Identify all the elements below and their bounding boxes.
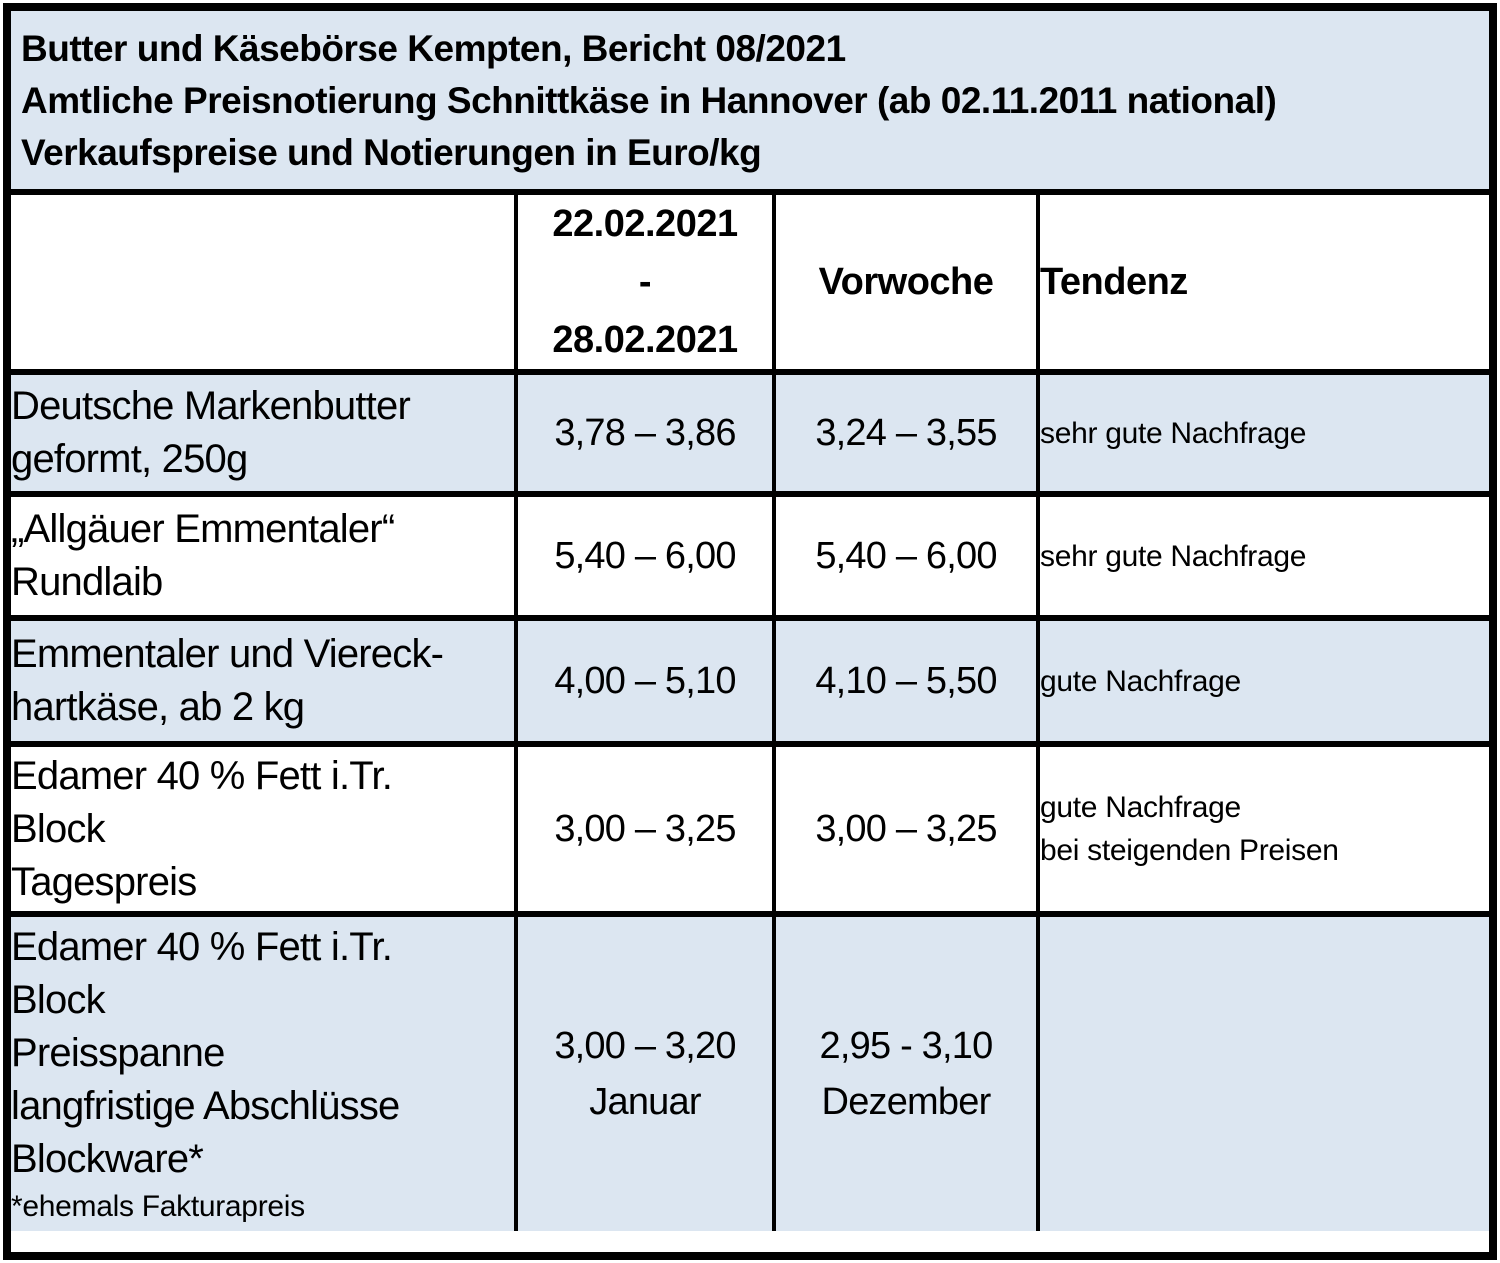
trend-cell: sehr gute Nachfrage xyxy=(1036,491,1489,621)
product-name-line: „Allgäuer Emmentaler“ xyxy=(11,507,395,551)
product-name-line: Edamer 40 % Fett i.Tr. xyxy=(11,753,393,798)
price-current-value: 5,40 – 6,00 xyxy=(554,535,736,577)
product-name-line: Edamer 40 % Fett i.Tr. xyxy=(11,924,393,969)
trend-text: sehr gute Nachfrage xyxy=(1040,416,1307,450)
column-header-tendenz: Tendenz xyxy=(1036,195,1489,375)
period-separator: - xyxy=(638,261,652,303)
product-cell: Edamer 40 % Fett i.Tr. Block Tagespreis xyxy=(11,741,518,917)
trend-text: gute Nachfrage xyxy=(1040,791,1241,824)
product-name-line: Tagespreis xyxy=(11,859,197,904)
report-title-line1: Butter und Käsebörse Kempten, Bericht 08… xyxy=(21,28,846,69)
price-prevweek-value: 3,24 – 3,55 xyxy=(815,412,997,454)
report-frame: Butter und Käsebörse Kempten, Bericht 08… xyxy=(3,3,1497,1260)
product-name-line: Block xyxy=(11,806,106,851)
price-current-cell: 3,78 – 3,86 xyxy=(514,369,776,497)
price-current-value: 3,00 – 3,25 xyxy=(554,808,736,850)
table-row-allgaeuer-emmentaler: „Allgäuer Emmentaler“ Rundlaib 5,40 – 6,… xyxy=(11,491,1489,621)
trend-text: bei steigenden Preisen xyxy=(1040,834,1339,867)
trend-text: gute Nachfrage xyxy=(1040,664,1241,698)
trend-cell: gute Nachfrage xyxy=(1036,615,1489,747)
product-name-line: Blockware* xyxy=(11,1136,204,1181)
product-name-line: geformt, 250g xyxy=(11,437,248,481)
price-current-cell: 3,00 – 3,25 xyxy=(514,741,776,917)
product-cell: Deutsche Markenbutter geformt, 250g xyxy=(11,369,518,497)
price-table: 22.02.2021 - 28.02.2021 Vorwoche Tendenz… xyxy=(11,195,1489,1231)
period-end-date: 28.02.2021 xyxy=(552,319,738,361)
price-prevweek-value: 2,95 - 3,10 xyxy=(819,1025,994,1067)
price-current-cell: 5,40 – 6,00 xyxy=(514,491,776,621)
price-current-cell: 3,00 – 3,20 Januar xyxy=(514,911,776,1231)
price-prevweek-cell: 5,40 – 6,00 xyxy=(772,491,1040,621)
report-header: Butter und Käsebörse Kempten, Bericht 08… xyxy=(11,11,1489,195)
price-prevweek-month-label: Dezember xyxy=(821,1081,992,1123)
price-current-value: 4,00 – 5,10 xyxy=(554,660,736,702)
report-title-line2: Amtliche Preisnotierung Schnittkäse in H… xyxy=(21,80,1277,121)
product-cell: „Allgäuer Emmentaler“ Rundlaib xyxy=(11,491,518,621)
product-name-line: Emmentaler und Viereck- xyxy=(11,632,444,676)
price-prevweek-value: 4,10 – 5,50 xyxy=(815,660,997,702)
period-start-date: 22.02.2021 xyxy=(552,203,738,245)
report-title-line3: Verkaufspreise und Notierungen in Euro/k… xyxy=(21,132,762,173)
price-prevweek-cell: 3,00 – 3,25 xyxy=(772,741,1040,917)
product-cell: Edamer 40 % Fett i.Tr. Block Preisspanne… xyxy=(11,911,518,1231)
product-name-line: Deutsche Markenbutter xyxy=(11,384,411,428)
price-current-value: 3,00 – 3,20 xyxy=(554,1025,736,1067)
column-header-product xyxy=(11,195,518,375)
price-prevweek-value: 5,40 – 6,00 xyxy=(815,535,997,577)
price-prevweek-cell: 3,24 – 3,55 xyxy=(772,369,1040,497)
price-prevweek-cell: 4,10 – 5,50 xyxy=(772,615,1040,747)
price-prevweek-cell: 2,95 - 3,10 Dezember xyxy=(772,911,1040,1231)
product-name-line: Block xyxy=(11,977,106,1022)
footnote-text: *ehemals Fakturapreis xyxy=(11,1189,305,1223)
price-current-cell: 4,00 – 5,10 xyxy=(514,615,776,747)
trend-cell-empty xyxy=(1036,911,1489,1231)
column-header-row: 22.02.2021 - 28.02.2021 Vorwoche Tendenz xyxy=(11,195,1489,375)
product-name-line: langfristige Abschlüsse xyxy=(11,1083,400,1128)
column-header-vorwoche: Vorwoche xyxy=(772,195,1040,375)
price-current-value: 3,78 – 3,86 xyxy=(554,412,736,454)
table-row-markenbutter: Deutsche Markenbutter geformt, 250g 3,78… xyxy=(11,369,1489,497)
price-prevweek-value: 3,00 – 3,25 xyxy=(815,808,997,850)
table-row-emmentaler-viereckhartkaese: Emmentaler und Viereck- hartkäse, ab 2 k… xyxy=(11,615,1489,747)
trend-cell: sehr gute Nachfrage xyxy=(1036,369,1489,497)
table-row-edamer-tagespreis: Edamer 40 % Fett i.Tr. Block Tagespreis … xyxy=(11,741,1489,917)
product-name-line: Rundlaib xyxy=(11,560,163,604)
product-name-line: Preisspanne xyxy=(11,1030,225,1075)
price-current-month-label: Januar xyxy=(589,1081,701,1123)
column-header-period: 22.02.2021 - 28.02.2021 xyxy=(514,195,776,375)
product-cell: Emmentaler und Viereck- hartkäse, ab 2 k… xyxy=(11,615,518,747)
table-row-edamer-preisspanne: Edamer 40 % Fett i.Tr. Block Preisspanne… xyxy=(11,911,1489,1231)
trend-cell: gute Nachfrage bei steigenden Preisen xyxy=(1036,741,1489,917)
trend-text: sehr gute Nachfrage xyxy=(1040,539,1307,573)
product-name-line: hartkäse, ab 2 kg xyxy=(11,685,305,729)
